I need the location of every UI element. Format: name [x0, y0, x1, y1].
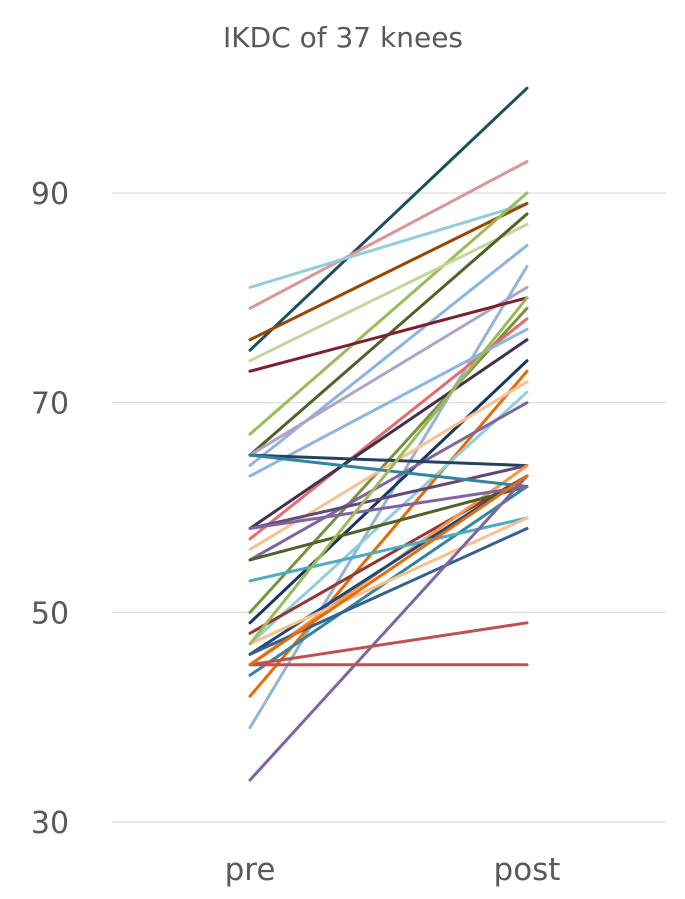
series-line-6 [248, 222, 529, 363]
series-line-16 [248, 359, 529, 625]
series-line-10 [248, 285, 529, 457]
y-tick-label-50: 50 [31, 596, 69, 631]
chart-title: IKDC of 37 knees [223, 21, 463, 54]
series-line-35 [248, 485, 529, 530]
series-line-36 [248, 296, 529, 646]
series-line-20 [248, 401, 529, 562]
series-line-22 [248, 464, 529, 530]
series-line-23 [248, 474, 529, 635]
series-line-37 [248, 474, 529, 667]
series-line-26 [248, 485, 529, 562]
y-tick-label-90: 90 [31, 177, 69, 212]
series-line-4 [248, 201, 529, 342]
y-tick-label-30: 30 [31, 806, 69, 841]
series-line-11 [248, 296, 529, 373]
series-line-3 [248, 201, 529, 289]
series-line-33 [248, 621, 529, 667]
x-axis-categories: pre post [225, 852, 561, 888]
category-label-pre: pre [225, 852, 276, 888]
series-line-30 [248, 516, 529, 646]
series-line-32 [248, 474, 529, 782]
series-line-2 [248, 160, 529, 310]
series-line-5 [248, 191, 529, 436]
category-label-post: post [494, 852, 561, 888]
series-line-15 [248, 338, 529, 530]
y-axis-ticks: 30 50 70 90 [31, 177, 69, 841]
y-tick-label-70: 70 [31, 387, 69, 422]
series-line-19 [248, 390, 529, 646]
series-line-21 [248, 453, 529, 468]
series-line-1 [248, 86, 529, 352]
series-lines [248, 86, 529, 782]
